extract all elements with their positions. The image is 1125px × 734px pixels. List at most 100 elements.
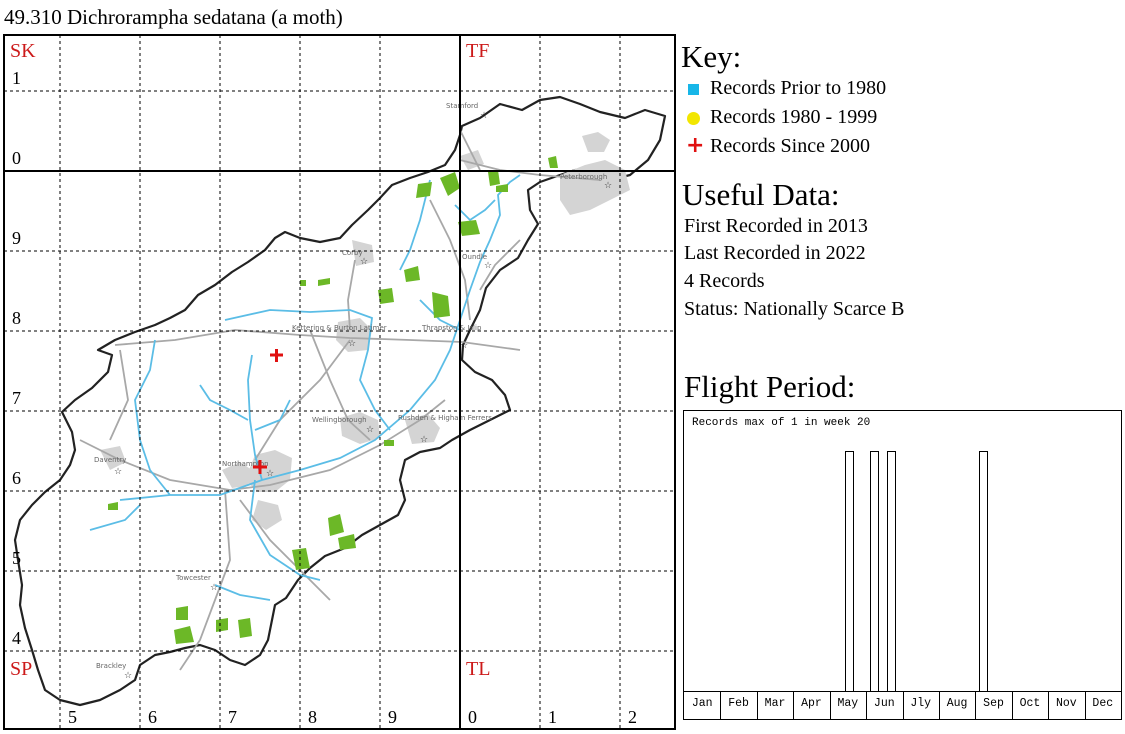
grid-lines	[4, 35, 675, 729]
flight-bar	[844, 451, 854, 691]
month-label: Sep	[983, 697, 1004, 710]
flight-bar	[869, 451, 879, 691]
place-label: Thrapston & Islip	[421, 324, 482, 332]
northing-label: 6	[12, 468, 21, 488]
place-label: Daventry	[94, 456, 126, 464]
easting-label: 2	[628, 707, 637, 727]
month-tick	[756, 691, 758, 719]
svg-text:☆: ☆	[210, 583, 218, 593]
record-since-2000-marker	[270, 349, 283, 362]
svg-text:☆: ☆	[360, 257, 368, 267]
flight-period-chart: Records max of 1 in week 20 Jan Feb Mar Apr…	[683, 410, 1122, 720]
place-label: Northampton	[222, 460, 269, 468]
place-label: Peterborough	[560, 173, 607, 181]
svg-text:☆: ☆	[348, 339, 356, 349]
easting-label: 9	[388, 707, 397, 727]
month-label: Aug	[946, 697, 968, 710]
place-label: Wellingborough	[312, 416, 367, 424]
yellow-circle-icon	[686, 105, 700, 129]
northing-label: 1	[12, 68, 21, 88]
svg-text:☆: ☆	[420, 435, 428, 445]
month-label: Dec	[1092, 697, 1114, 710]
easting-label: 7	[228, 707, 237, 727]
place-label: Corby	[342, 249, 363, 257]
square-label-sp: SP	[10, 658, 32, 680]
easting-label: 6	[148, 707, 157, 727]
svg-text:☆: ☆	[366, 425, 374, 435]
county-outline	[13, 95, 667, 707]
svg-text:☆: ☆	[484, 261, 492, 271]
month-label: Jun	[873, 697, 895, 710]
month-tick	[793, 691, 795, 719]
svg-text:☆: ☆	[266, 469, 274, 479]
key-heading: Key:	[681, 39, 742, 74]
square-label-tf: TF	[466, 40, 489, 62]
month-tick	[902, 691, 904, 719]
easting-labels: 5 6 7 8 9 0 1 2	[68, 707, 637, 727]
northing-label: 8	[12, 308, 21, 328]
key-item-1980-1999: Records 1980 - 1999	[686, 105, 877, 129]
place-label: Oundle	[462, 253, 487, 261]
northing-label: 9	[12, 228, 21, 248]
svg-text:☆: ☆	[604, 181, 612, 191]
month-tick	[975, 691, 977, 719]
flight-bar	[886, 451, 896, 691]
square-labels: SK TF SP TL	[10, 40, 490, 680]
month-label: Nov	[1056, 697, 1077, 710]
red-plus-icon: +	[686, 133, 705, 158]
easting-label: 0	[468, 707, 477, 727]
key-item-pre-1980: Records Prior to 1980	[686, 76, 886, 100]
month-label: Oct	[1019, 697, 1041, 710]
rivers	[89, 174, 521, 601]
distribution-map: ☆ ☆ ☆ ☆ ☆ ☆ ☆ ☆ ☆ ☆ ☆ ☆ Stamford Peterbo…	[3, 34, 676, 730]
month-label: Mar	[764, 697, 786, 710]
place-label: Stamford	[446, 102, 478, 110]
key-label: Records 1980 - 1999	[710, 106, 878, 128]
key-label: Records Prior to 1980	[710, 77, 887, 99]
place-labels: Stamford Peterborough Corby Oundle Kette…	[94, 102, 607, 670]
last-recorded: Last Recorded in 2022	[684, 242, 866, 264]
month-label: Feb	[728, 697, 749, 710]
northing-label: 0	[12, 148, 21, 168]
conservation-status: Status: Nationally Scarce B	[684, 298, 905, 320]
flight-bar	[979, 451, 989, 691]
flight-period-heading: Flight Period:	[684, 369, 856, 404]
woodland	[108, 156, 558, 644]
useful-data-heading: Useful Data:	[682, 177, 840, 212]
svg-text:☆: ☆	[114, 467, 122, 477]
grid-frame	[3, 34, 676, 730]
place-label: Brackley	[96, 662, 126, 670]
month-tick	[1048, 691, 1050, 719]
place-label: Towcester	[175, 574, 211, 582]
place-label: Kettering & Burton Latimer	[292, 324, 387, 332]
square-label-tl: TL	[466, 658, 490, 680]
northing-label: 4	[12, 628, 21, 648]
town-markers: ☆ ☆ ☆ ☆ ☆ ☆ ☆ ☆ ☆ ☆ ☆ ☆	[114, 111, 612, 681]
square-label-sk: SK	[10, 40, 36, 62]
northing-label: 7	[12, 388, 21, 408]
blue-square-icon	[686, 76, 700, 100]
svg-text:☆: ☆	[480, 111, 488, 121]
key-item-since-2000: + Records Since 2000	[686, 134, 870, 158]
month-tick	[829, 691, 831, 719]
svg-text:☆: ☆	[460, 341, 468, 351]
record-count: 4 Records	[684, 270, 765, 292]
roads	[79, 129, 601, 671]
month-label: Jly	[910, 697, 932, 710]
month-label: May	[837, 697, 859, 710]
svg-text:☆: ☆	[124, 671, 132, 681]
urban-areas	[100, 132, 630, 530]
record-since-2000-marker	[253, 460, 267, 474]
month-tick	[1084, 691, 1086, 719]
month-tick	[938, 691, 940, 719]
easting-label: 5	[68, 707, 77, 727]
month-label: Apr	[801, 697, 822, 710]
northing-label: 5	[12, 548, 21, 568]
easting-label: 8	[308, 707, 317, 727]
easting-label: 1	[548, 707, 557, 727]
month-tick	[720, 691, 722, 719]
key-label: Records Since 2000	[710, 135, 870, 157]
record-markers	[253, 349, 283, 474]
flight-caption: Records max of 1 in week 20	[692, 417, 871, 429]
month-tick	[866, 691, 868, 719]
